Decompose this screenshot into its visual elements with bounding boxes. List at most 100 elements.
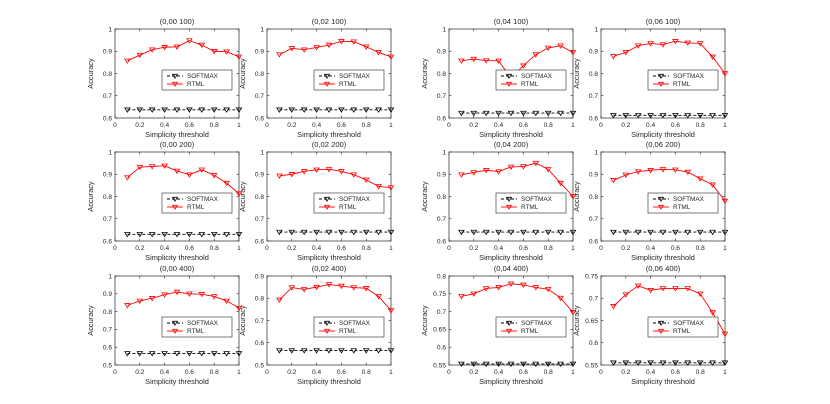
y-tick-label: 0.6 bbox=[589, 340, 598, 347]
rtml-point bbox=[520, 63, 527, 69]
rtml-point bbox=[684, 286, 692, 292]
rtml-point bbox=[375, 50, 382, 56]
softmax-point bbox=[647, 229, 654, 236]
rtml-point bbox=[276, 52, 283, 58]
rtml-point bbox=[659, 42, 667, 48]
rtml-point bbox=[173, 44, 181, 50]
rtml-point bbox=[507, 164, 515, 171]
x-tick-label: 1 bbox=[723, 122, 727, 129]
rtml-point bbox=[362, 286, 370, 292]
rtml-point bbox=[659, 286, 667, 292]
rtml-point bbox=[495, 285, 502, 291]
plot-title: (0,06 100) bbox=[646, 17, 681, 26]
x-tick-label: 0.6 bbox=[519, 245, 528, 252]
softmax-point bbox=[544, 361, 552, 368]
y-tick-label: 0.6 bbox=[437, 345, 446, 352]
y-tick-label: 0.6 bbox=[103, 115, 112, 122]
rtml-point bbox=[186, 172, 193, 178]
y-tick-label: 0.75 bbox=[585, 273, 598, 280]
x-tick-label: 0.6 bbox=[337, 122, 346, 129]
rtml-point bbox=[350, 172, 358, 178]
x-tick-label: 0.2 bbox=[287, 122, 296, 129]
softmax-point bbox=[684, 360, 692, 366]
legend-label-rtml: RTML bbox=[187, 81, 205, 88]
softmax-point bbox=[647, 360, 654, 366]
softmax-point bbox=[375, 107, 382, 113]
subplot-4: (0,06 100) 0 0.2 0.4 0.6 0.8 1 0.6 0.7 0.8 0.9 1 Sim… bbox=[572, 17, 729, 139]
softmax-point bbox=[482, 361, 490, 368]
rtml-line bbox=[613, 168, 726, 202]
y-tick-label: 0.6 bbox=[255, 115, 264, 122]
y-axis-title: Accuracy bbox=[420, 181, 429, 212]
y-tick-label: 0.8 bbox=[437, 273, 446, 280]
y-tick-label: 0.8 bbox=[255, 194, 264, 201]
softmax-point bbox=[300, 348, 308, 354]
rtml-line bbox=[127, 291, 240, 309]
subplot-6: (0,02 200) 0 0.2 0.4 0.6 0.8 1 0.6 0.7 0.8 0.9 1 Sim… bbox=[238, 140, 395, 262]
rtml-line bbox=[461, 162, 574, 197]
softmax-point bbox=[507, 361, 515, 368]
y-tick-label: 0.6 bbox=[589, 238, 598, 245]
softmax-point bbox=[557, 229, 564, 236]
legend-label-softmax: SOFTMAX bbox=[673, 320, 705, 327]
y-tick-label: 0.7 bbox=[437, 216, 446, 223]
rtml-point bbox=[470, 291, 478, 297]
softmax-point bbox=[223, 107, 230, 113]
rtml-point bbox=[362, 44, 370, 50]
x-axis-title: Simplicity threshold bbox=[297, 377, 361, 386]
softmax-point bbox=[235, 232, 243, 238]
y-tick-label: 1 bbox=[108, 273, 112, 280]
rtml-line bbox=[127, 165, 240, 194]
rtml-point bbox=[124, 303, 131, 309]
y-axis-title: Accuracy bbox=[420, 305, 429, 336]
rtml-point bbox=[610, 304, 617, 310]
rtml-point bbox=[235, 191, 243, 197]
rtml-point bbox=[696, 41, 704, 47]
softmax-point bbox=[325, 107, 333, 113]
rtml-point bbox=[198, 42, 206, 49]
softmax-point bbox=[387, 229, 395, 236]
softmax-point bbox=[544, 110, 552, 117]
softmax-point bbox=[709, 229, 716, 236]
x-tick-label: 0.6 bbox=[519, 369, 528, 376]
legend-box bbox=[161, 69, 233, 91]
rtml-point bbox=[495, 58, 502, 64]
y-tick-label: 0.6 bbox=[255, 238, 264, 245]
x-axis-title: Simplicity threshold bbox=[479, 377, 543, 386]
legend-marker-softmax bbox=[171, 320, 179, 326]
x-tick-label: 0.6 bbox=[337, 245, 346, 252]
y-tick-label: 0.9 bbox=[589, 172, 598, 179]
y-tick-label: 0.8 bbox=[103, 194, 112, 201]
x-tick-label: 0.6 bbox=[671, 369, 680, 376]
y-tick-label: 0.9 bbox=[437, 49, 446, 56]
x-tick-label: 0.2 bbox=[621, 369, 630, 376]
rtml-point bbox=[458, 58, 465, 64]
y-tick-label: 0.9 bbox=[103, 291, 112, 298]
legend-label-rtml: RTML bbox=[673, 328, 691, 335]
rtml-point bbox=[375, 184, 382, 190]
x-tick-label: 0.4 bbox=[160, 245, 169, 252]
rtml-point bbox=[325, 167, 333, 173]
softmax-point bbox=[684, 113, 692, 119]
x-tick-label: 0 bbox=[447, 369, 451, 376]
x-tick-label: 0 bbox=[447, 122, 451, 129]
x-tick-label: 0.2 bbox=[135, 245, 144, 252]
x-tick-label: 0 bbox=[599, 369, 603, 376]
rtml-point bbox=[557, 43, 564, 49]
x-axis-title: Simplicity threshold bbox=[297, 130, 361, 139]
softmax-point bbox=[544, 229, 552, 236]
y-tick-label: 0.8 bbox=[437, 71, 446, 78]
x-tick-label: 0.4 bbox=[494, 122, 503, 129]
softmax-point bbox=[495, 110, 502, 117]
rtml-point bbox=[696, 291, 704, 297]
plot-title: (0,00 100) bbox=[160, 17, 195, 26]
x-tick-label: 0.2 bbox=[469, 122, 478, 129]
rtml-point bbox=[210, 173, 218, 179]
rtml-point bbox=[634, 169, 642, 175]
rtml-point bbox=[124, 58, 131, 64]
y-tick-label: 0.5 bbox=[255, 362, 264, 369]
subplot-3: (0,04 100) 0 0.2 0.4 0.6 0.8 1 0.6 0.7 0.8 0.9 1 Sim… bbox=[420, 17, 577, 139]
